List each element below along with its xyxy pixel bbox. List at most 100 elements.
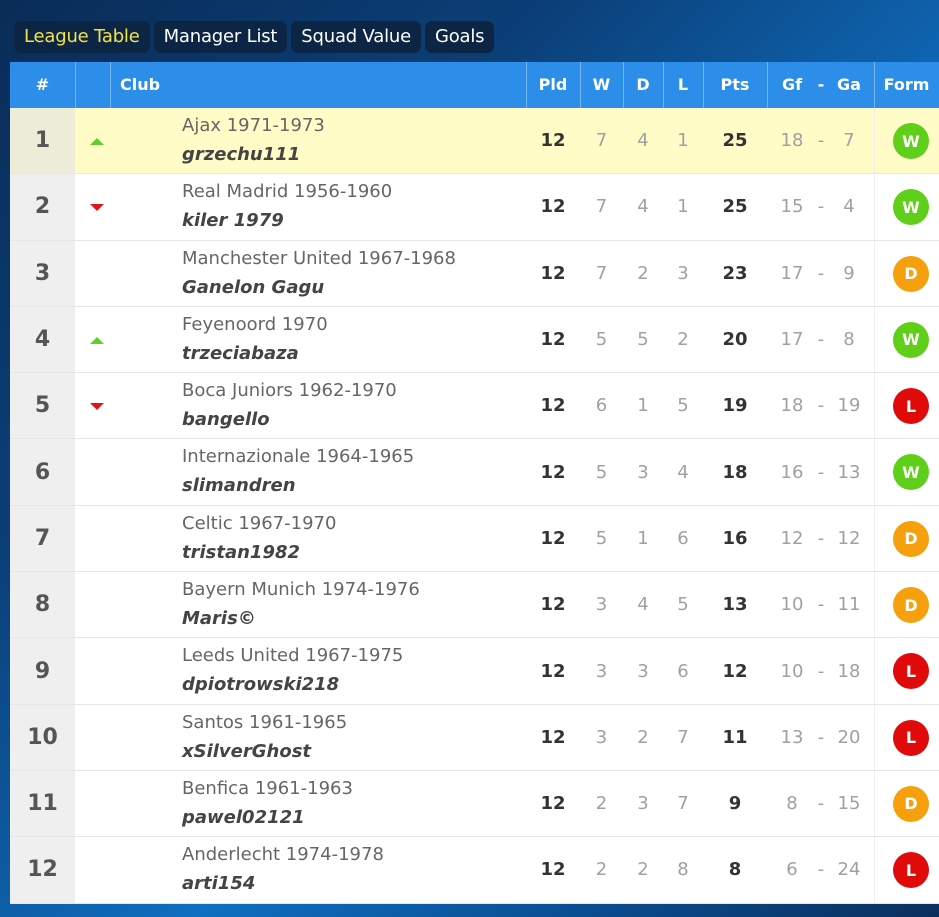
- manager-name[interactable]: dpiotrowski218: [182, 674, 340, 696]
- manager-name[interactable]: pawel02121: [182, 806, 305, 828]
- table-row[interactable]: 6 Internazionale 1964-1965 slimandren 12 5 3 4…: [10, 439, 939, 506]
- manager-name[interactable]: tristan1982: [182, 541, 301, 563]
- club-name[interactable]: Feyenoord 1970: [182, 313, 328, 335]
- points-cell: 9: [728, 793, 742, 815]
- goals-against-cell: 12: [837, 527, 861, 549]
- table-row[interactable]: 5 Boca Juniors 1962-1970 bangello 12 6 1 5 19 18…: [10, 373, 939, 440]
- table-row[interactable]: 3 Manchester United 1967-1968 Ganelon Gagu…: [10, 240, 939, 307]
- table-row[interactable]: 11 Benfica 1961-1963 pawel02121 12 2 3 7 9 8-15 D: [10, 770, 939, 838]
- draws-cell: 3: [637, 793, 649, 815]
- club-name[interactable]: Anderlecht 1974-1978: [182, 844, 384, 866]
- points-cell: 25: [722, 196, 748, 218]
- draws-cell: 3: [637, 461, 649, 483]
- played-cell: 12: [540, 859, 566, 881]
- played-cell: 12: [540, 793, 566, 815]
- goals-for-cell: 17: [780, 329, 804, 351]
- club-name[interactable]: Santos 1961-1965: [182, 711, 348, 733]
- rank-cell: 4: [10, 306, 75, 373]
- rank-cell: 11: [10, 770, 75, 837]
- tab-squad-value[interactable]: Squad Value: [291, 21, 421, 53]
- table-row[interactable]: 2 Real Madrid 1956-1960 kiler 1979 12 7 4 1 25 1…: [10, 174, 939, 241]
- goals-separator: -: [817, 329, 825, 351]
- draws-cell: 2: [637, 726, 649, 748]
- manager-name[interactable]: kiler 1979: [182, 210, 284, 232]
- club-name[interactable]: Manchester United 1967-1968: [182, 247, 456, 269]
- table-row[interactable]: 1 Ajax 1971-1973 grzechu111 12 7 4 1 25 18-7 W: [10, 108, 939, 175]
- manager-name[interactable]: slimandren: [182, 475, 296, 497]
- played-cell: 12: [540, 395, 566, 417]
- manager-name[interactable]: bangello: [182, 409, 270, 431]
- header-form[interactable]: Form: [883, 75, 930, 94]
- rank-cell: 5: [10, 373, 75, 439]
- league-table: # Club Pld W D L Pts Gf - Ga Form 1 Ajax …: [10, 62, 939, 904]
- played-cell: 12: [540, 196, 566, 218]
- header-gf[interactable]: Gf: [781, 75, 803, 94]
- goals-against-cell: 15: [837, 793, 861, 815]
- table-row[interactable]: 4 Feyenoord 1970 trzeciabaza 12 5 5 2 20 17-8 W: [10, 306, 939, 374]
- played-cell: 12: [540, 130, 566, 152]
- table-row[interactable]: 10 Santos 1961-1965 xSilverGhost 12 3 2 7 11 13-…: [10, 704, 939, 771]
- rank-cell: 8: [10, 572, 75, 638]
- tab-league-table[interactable]: League Table: [14, 21, 150, 53]
- rank-cell: 9: [10, 638, 75, 704]
- rank-cell: 6: [10, 439, 75, 505]
- goals-against-cell: 18: [837, 660, 861, 682]
- played-cell: 12: [540, 527, 566, 549]
- goals-for-cell: 10: [780, 660, 804, 682]
- table-row[interactable]: 8 Bayern Munich 1974-1976 Maris© 12 3 4 5 13 10-…: [10, 572, 939, 639]
- goals-against-cell: 19: [837, 395, 861, 417]
- club-name[interactable]: Real Madrid 1956-1960: [182, 181, 393, 203]
- wins-cell: 3: [595, 726, 608, 748]
- wins-cell: 7: [595, 130, 608, 152]
- losses-cell: 1: [677, 130, 689, 152]
- header-d[interactable]: D: [636, 75, 650, 94]
- club-name[interactable]: Ajax 1971-1973: [182, 115, 325, 136]
- rank-cell: 7: [10, 505, 75, 572]
- header-club[interactable]: Club: [120, 75, 161, 94]
- club-name[interactable]: Internazionale 1964-1965: [182, 446, 415, 468]
- goals-separator: -: [817, 461, 825, 483]
- club-name[interactable]: Bayern Munich 1974-1976: [182, 579, 420, 601]
- played-cell: 12: [540, 262, 566, 284]
- tab-goals[interactable]: Goals: [424, 21, 495, 53]
- played-cell: 12: [540, 461, 566, 483]
- goals-against-cell: 7: [843, 130, 855, 152]
- club-name[interactable]: Benfica 1961-1963: [182, 777, 353, 799]
- header-pts[interactable]: Pts: [720, 75, 750, 94]
- goals-for-cell: 16: [780, 461, 804, 483]
- goals-separator: -: [817, 196, 825, 218]
- goals-against-cell: 4: [843, 196, 855, 218]
- points-cell: 16: [722, 527, 748, 549]
- table-row[interactable]: 12 Anderlecht 1974-1978 arti154 12 2 2 8 8 6-24 L: [10, 837, 939, 904]
- manager-name[interactable]: Maris©: [182, 608, 256, 630]
- manager-name[interactable]: arti154: [182, 873, 256, 895]
- table-row[interactable]: 7 Celtic 1967-1970 tristan1982 12 5 1 6 16 12-12…: [10, 505, 939, 573]
- header-ga[interactable]: Ga: [837, 75, 861, 94]
- manager-name[interactable]: Ganelon Gagu: [182, 276, 325, 298]
- tab-manager-list[interactable]: Manager List: [153, 21, 288, 53]
- goals-separator: -: [817, 726, 825, 748]
- club-name[interactable]: Leeds United 1967-1975: [182, 645, 404, 667]
- losses-cell: 8: [677, 859, 689, 881]
- wins-cell: 5: [595, 329, 608, 351]
- goals-for-cell: 13: [780, 726, 804, 748]
- manager-name[interactable]: trzeciabaza: [182, 342, 299, 364]
- wins-cell: 5: [595, 527, 608, 549]
- club-name[interactable]: Celtic 1967-1970: [182, 512, 337, 534]
- wins-cell: 3: [595, 660, 608, 682]
- goals-separator: -: [817, 395, 825, 417]
- form-badge: D: [893, 785, 929, 822]
- arrow-down-icon: [90, 403, 104, 411]
- form-badge: L: [893, 719, 929, 756]
- header-pld[interactable]: Pld: [538, 75, 568, 94]
- draws-cell: 1: [637, 395, 649, 417]
- header-l[interactable]: L: [677, 75, 689, 94]
- header-w[interactable]: W: [592, 75, 611, 94]
- manager-name[interactable]: grzechu111: [182, 144, 301, 165]
- losses-cell: 6: [677, 527, 689, 549]
- table-row[interactable]: 9 Leeds United 1967-1975 dpiotrowski218 12 3…: [10, 638, 939, 705]
- club-name[interactable]: Boca Juniors 1962-1970: [182, 380, 397, 402]
- played-cell: 12: [540, 594, 566, 616]
- header-rank[interactable]: #: [35, 75, 50, 94]
- manager-name[interactable]: xSilverGhost: [182, 740, 312, 762]
